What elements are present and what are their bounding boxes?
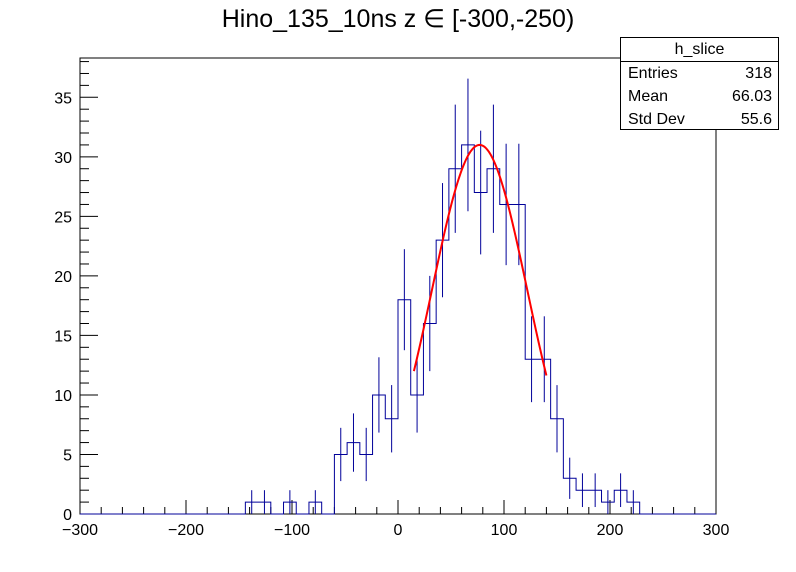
x-tick-label: −100 [274,522,310,539]
histogram-outline [80,144,716,515]
y-tick-label: 30 [54,150,72,167]
stats-label-entries: Entries [628,65,678,82]
x-tick-label: 300 [703,522,730,539]
y-tick-label: 10 [54,388,72,405]
x-tick-label: −200 [168,522,204,539]
y-tick-label: 20 [54,269,72,286]
stats-row-stddev: Std Dev 55.6 [621,108,778,131]
y-tick-label: 25 [54,209,72,226]
chart-title: Hino_135_10ns z ∈ [-300,-250) [221,5,575,33]
stats-box: h_slice Entries 318 Mean 66.03 Std Dev 5… [620,37,779,130]
stats-label-mean: Mean [628,88,669,105]
gaussian-fit-curve [412,143,548,376]
stats-row-entries: Entries 318 [621,62,778,85]
x-tick-label: 100 [491,522,518,539]
y-tick-label: 35 [54,90,72,107]
x-tick-label: −300 [62,522,98,539]
y-tick-label: 0 [63,507,72,524]
y-tick-label: 5 [63,447,72,464]
x-tick-label: 200 [597,522,624,539]
stats-label-stddev: Std Dev [628,111,685,128]
stats-value-stddev: 55.6 [740,111,772,128]
x-tick-label: 0 [394,522,403,539]
stats-row-mean: Mean 66.03 [621,85,778,108]
stats-value-mean: 66.03 [731,88,772,105]
stats-box-title: h_slice [621,38,778,62]
stats-value-entries: 318 [745,65,772,82]
y-tick-label: 15 [54,328,72,345]
